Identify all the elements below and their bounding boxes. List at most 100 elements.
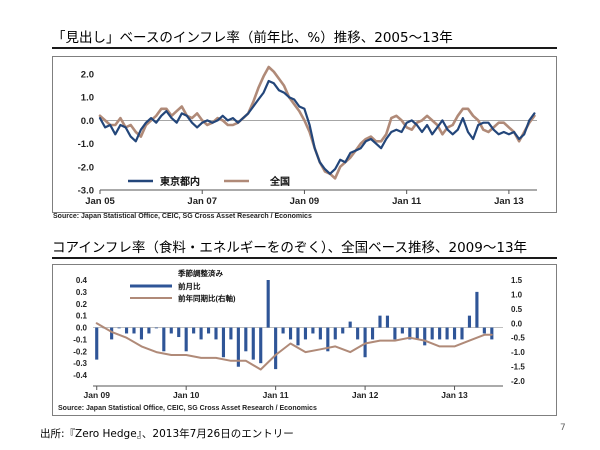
chart2-bar	[393, 327, 397, 340]
chart2-bar	[303, 327, 308, 340]
chart1-y-tick-label: -1.0	[78, 139, 94, 150]
chart2-bar	[259, 327, 263, 364]
chart2-bar	[423, 327, 427, 346]
chart1-series-line	[98, 79, 536, 175]
chart1-x-tick-label: Jan 11	[392, 196, 422, 207]
chart2-bar	[348, 321, 352, 328]
chart2-bar	[438, 327, 442, 340]
chart1-x-tick-label: Jan 05	[85, 196, 115, 207]
chart2-bar	[318, 327, 322, 340]
chart2-bar	[162, 327, 166, 352]
chart2-left-tick-label: -0.1	[73, 335, 87, 344]
chart2-bar	[363, 327, 367, 358]
chart2-bar	[490, 327, 494, 340]
chart2-bar	[281, 327, 285, 334]
chart2-bar	[244, 327, 248, 352]
chart2-legend-title: 季節調整済み	[177, 268, 223, 278]
chart2-bar	[117, 327, 121, 329]
chart2-left-tick-label: -0.3	[73, 359, 87, 368]
chart2-bar	[370, 327, 375, 340]
chart2-bar	[430, 327, 434, 340]
chart2-right-tick-label: 0.5	[511, 305, 523, 314]
chart2-title-rule	[52, 257, 557, 259]
chart2-bar	[385, 315, 390, 328]
chart1-legend-label: 全国	[269, 175, 290, 188]
chart2-bar	[445, 327, 449, 340]
chart2-left-tick-label: 0.4	[76, 276, 88, 285]
page-number: 7	[560, 423, 566, 433]
chart2-left-tick-label: -0.2	[73, 347, 87, 356]
chart1-legend-label: 東京都内	[160, 175, 200, 188]
chart2-x-tick-label: Jan 13	[441, 390, 468, 400]
chart2-bar	[110, 327, 114, 340]
chart2-bar	[177, 327, 181, 338]
chart2-bar	[199, 327, 203, 340]
chart2-right-tick-label: 1.5	[511, 276, 523, 285]
chart2-legend-label: 前年同期比(右軸)	[178, 293, 236, 303]
chart2-title: コアインフレ率（食料・エネルギーをのぞく）、全国ベース推移、2009～13年	[52, 240, 528, 256]
chart2-left-tick-label: -0.4	[73, 371, 87, 380]
chart2-bar	[460, 327, 464, 340]
chart2-right-tick-label: -2.0	[511, 377, 525, 386]
chart2-bar	[147, 327, 151, 334]
chart1-title-rule	[52, 47, 557, 49]
chart2-x-tick-label: Jan 10	[173, 390, 200, 400]
chart2-left-tick-label: 0.3	[76, 288, 88, 297]
chart2-bar	[296, 327, 300, 346]
chart2-right-tick-label: 1.0	[511, 290, 523, 299]
chart1-source: Source: Japan Statistical Office, CEIC, …	[53, 213, 312, 220]
chart1-y-tick-label: 2.0	[81, 70, 94, 81]
chart1-y-tick-label: 0.0	[81, 116, 94, 127]
source-footer: 出所:『Zero Hedge』、2013年7月26日のエントリー	[40, 428, 294, 440]
chart1-title: 「見出し」ベースのインフレ率（前年比、%）推移、2005～13年	[52, 30, 453, 46]
chart1-y-tick-label: -2.0	[78, 162, 94, 173]
chart2-bar	[154, 327, 158, 329]
chart2-bar	[356, 327, 360, 340]
chart2-left-tick-label: 0.1	[76, 312, 88, 321]
chart2-x-tick-label: Jan 12	[352, 390, 379, 400]
chart2-bar	[311, 327, 315, 334]
chart1-y-tick-label: -3.0	[78, 186, 94, 197]
chart2-bar	[124, 327, 129, 334]
chart1-x-tick-label: Jan 07	[187, 196, 217, 207]
chart2-bar	[236, 327, 240, 367]
chart2-right-tick-label: 0.0	[511, 319, 523, 328]
chart2-bar	[288, 327, 293, 340]
chart2-bar	[192, 327, 196, 334]
chart2-right-tick-label: -0.5	[511, 334, 525, 343]
chart1-x-tick-label: Jan 13	[494, 196, 524, 207]
chart2-bar	[229, 327, 233, 340]
chart2-bar	[169, 327, 173, 334]
chart2-bar	[184, 327, 188, 352]
chart2-bar	[400, 327, 404, 334]
chart2-bar	[408, 327, 412, 340]
chart2-bar	[274, 327, 278, 370]
chart1-x-tick-label: Jan 09	[290, 196, 320, 207]
chart2-bar	[206, 327, 211, 334]
chart2-bar	[132, 327, 136, 334]
chart2-bar	[378, 315, 382, 328]
chart2-bar	[266, 280, 270, 328]
chart2-x-tick-label: Jan 11	[263, 390, 289, 400]
chart2-bar	[221, 327, 226, 358]
chart2-bar	[452, 327, 457, 340]
chart2-bar	[475, 291, 479, 328]
chart2-right-tick-label: -1.5	[511, 363, 525, 372]
chart2-bar	[482, 327, 486, 334]
chart2-bar	[415, 327, 419, 340]
chart2-bar	[333, 327, 337, 340]
chart2-bar	[214, 327, 218, 340]
chart2-bar	[139, 327, 144, 340]
chart2-bar	[251, 327, 255, 360]
chart2-bar	[467, 315, 472, 328]
chart2-left-tick-label: 0.2	[76, 300, 88, 309]
chart2-bar	[95, 327, 99, 360]
chart2-legend-label: 前月比	[178, 281, 201, 291]
chart2-bar	[341, 327, 345, 334]
chart1-y-tick-label: 1.0	[81, 93, 94, 104]
chart2-source: Source: Japan Statistical Office, CEIC, …	[58, 405, 317, 412]
chart2-x-tick-label: Jan 09	[83, 390, 110, 400]
chart1-panel	[52, 56, 557, 213]
